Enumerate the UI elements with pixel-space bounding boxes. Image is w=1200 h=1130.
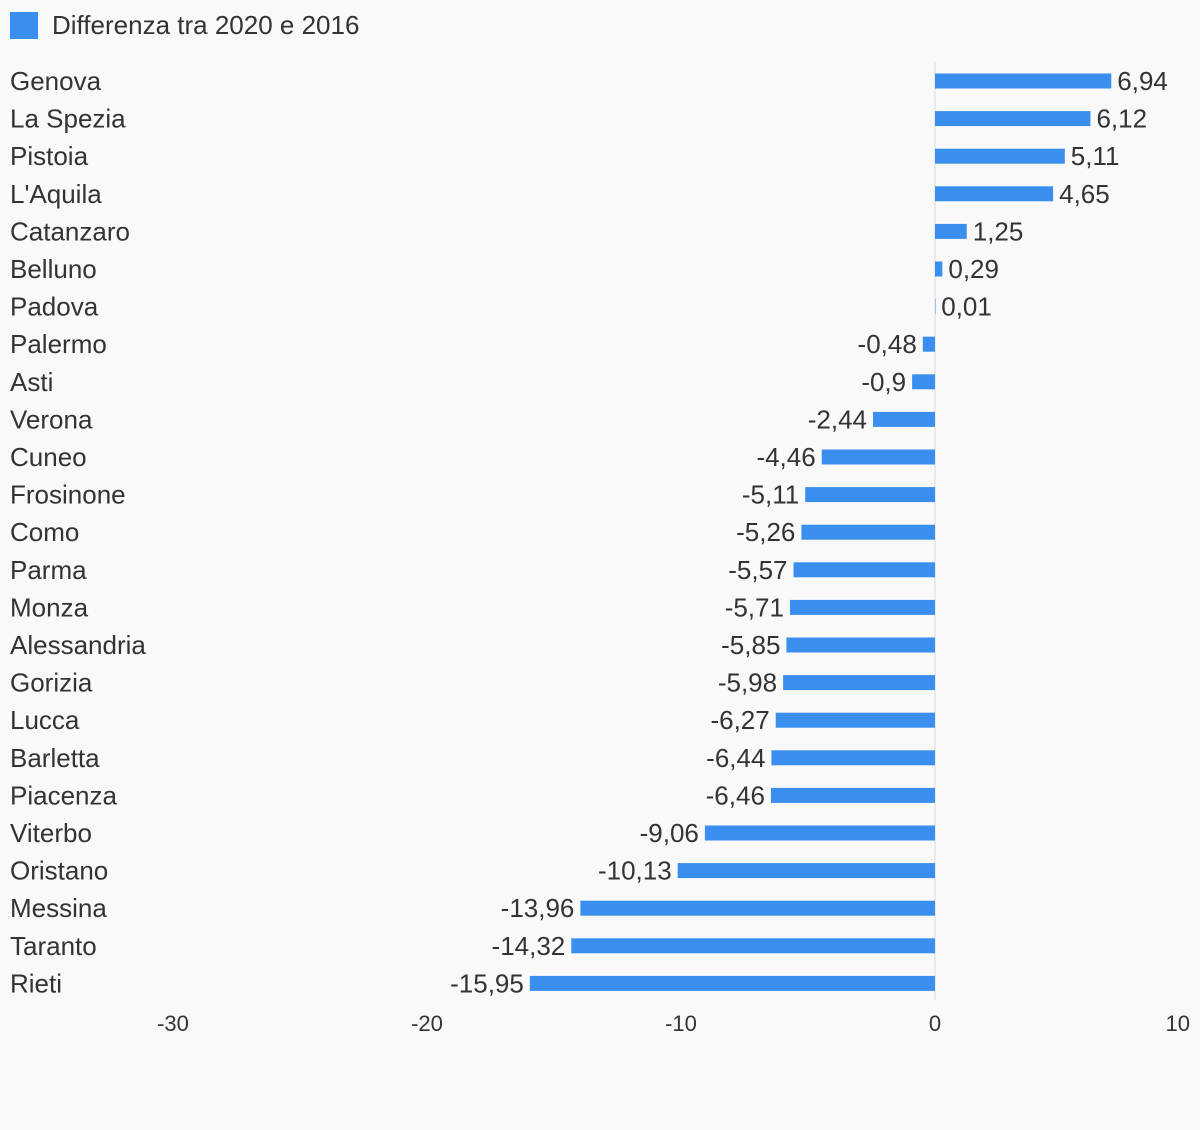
category-label: Verona <box>10 404 93 434</box>
bar <box>786 637 935 653</box>
value-label: -5,85 <box>721 630 780 660</box>
value-label: 6,94 <box>1117 66 1168 96</box>
category-label: Alessandria <box>10 630 146 660</box>
category-label: Monza <box>10 592 89 622</box>
category-label: L'Aquila <box>10 179 102 209</box>
category-label: Viterbo <box>10 818 92 848</box>
value-label: 0,29 <box>948 254 999 284</box>
category-label: Pistoia <box>10 141 89 171</box>
value-label: 5,11 <box>1071 141 1120 171</box>
value-label: -0,48 <box>858 329 917 359</box>
bar <box>912 374 935 390</box>
legend-swatch <box>10 11 38 39</box>
value-label: -10,13 <box>598 856 672 886</box>
category-label: Gorizia <box>10 668 93 698</box>
value-label: -5,98 <box>718 668 777 698</box>
category-label: Barletta <box>10 743 100 773</box>
bar <box>935 261 943 277</box>
value-label: 6,12 <box>1096 104 1147 134</box>
bar <box>935 299 936 315</box>
bar <box>801 524 935 540</box>
bar <box>935 111 1091 127</box>
bar <box>571 938 935 954</box>
value-label: -5,26 <box>736 517 795 547</box>
value-label: -0,9 <box>861 367 906 397</box>
category-label: Parma <box>10 555 87 585</box>
value-label: -13,96 <box>501 893 575 923</box>
bar <box>793 562 935 578</box>
value-label: -6,46 <box>706 780 765 810</box>
category-label: Piacenza <box>10 780 117 810</box>
bar <box>935 73 1112 89</box>
x-tick-label: 10 <box>1166 1011 1190 1036</box>
bar <box>529 975 935 991</box>
value-label: -14,32 <box>492 931 566 961</box>
category-label: Asti <box>10 367 53 397</box>
category-label: Padova <box>10 292 99 322</box>
bar <box>704 825 935 841</box>
bar <box>873 411 935 427</box>
bar <box>935 186 1054 202</box>
legend: Differenza tra 2020 e 2016 <box>10 10 359 40</box>
category-label: Cuneo <box>10 442 87 472</box>
bar <box>771 750 935 766</box>
category-label: Lucca <box>10 705 80 735</box>
bar <box>935 223 967 239</box>
bar <box>805 487 935 503</box>
value-label: 0,01 <box>941 292 992 322</box>
bar <box>783 675 935 691</box>
category-label: Belluno <box>10 254 97 284</box>
value-label: -15,95 <box>450 968 524 998</box>
bar <box>775 712 935 728</box>
bar <box>789 599 935 615</box>
value-label: -5,71 <box>725 592 784 622</box>
category-label: Genova <box>10 66 102 96</box>
bar <box>580 900 935 916</box>
category-label: Palermo <box>10 329 107 359</box>
x-tick-label: -30 <box>157 1011 189 1036</box>
legend-label: Differenza tra 2020 e 2016 <box>52 9 360 40</box>
value-label: -5,57 <box>728 555 787 585</box>
x-tick-label: -10 <box>665 1011 697 1036</box>
category-label: Messina <box>10 893 107 923</box>
bar <box>922 336 935 352</box>
category-label: Taranto <box>10 931 97 961</box>
x-tick-label: 0 <box>929 1011 941 1036</box>
bar <box>821 449 935 465</box>
bar <box>935 148 1065 164</box>
value-label: 4,65 <box>1059 179 1110 209</box>
value-label: -5,11 <box>742 480 799 510</box>
category-label: Como <box>10 517 79 547</box>
value-label: -9,06 <box>640 818 699 848</box>
category-label: Rieti <box>10 968 62 998</box>
value-label: -6,44 <box>706 743 765 773</box>
category-label: Catanzaro <box>10 216 130 246</box>
bar <box>677 863 935 879</box>
value-label: -6,27 <box>710 705 769 735</box>
category-label: La Spezia <box>10 104 126 134</box>
value-label: 1,25 <box>973 216 1024 246</box>
bar <box>770 787 935 803</box>
category-label: Oristano <box>10 856 108 886</box>
value-label: -2,44 <box>808 404 867 434</box>
x-tick-label: -20 <box>411 1011 443 1036</box>
category-label: Frosinone <box>10 480 126 510</box>
value-label: -4,46 <box>756 442 815 472</box>
